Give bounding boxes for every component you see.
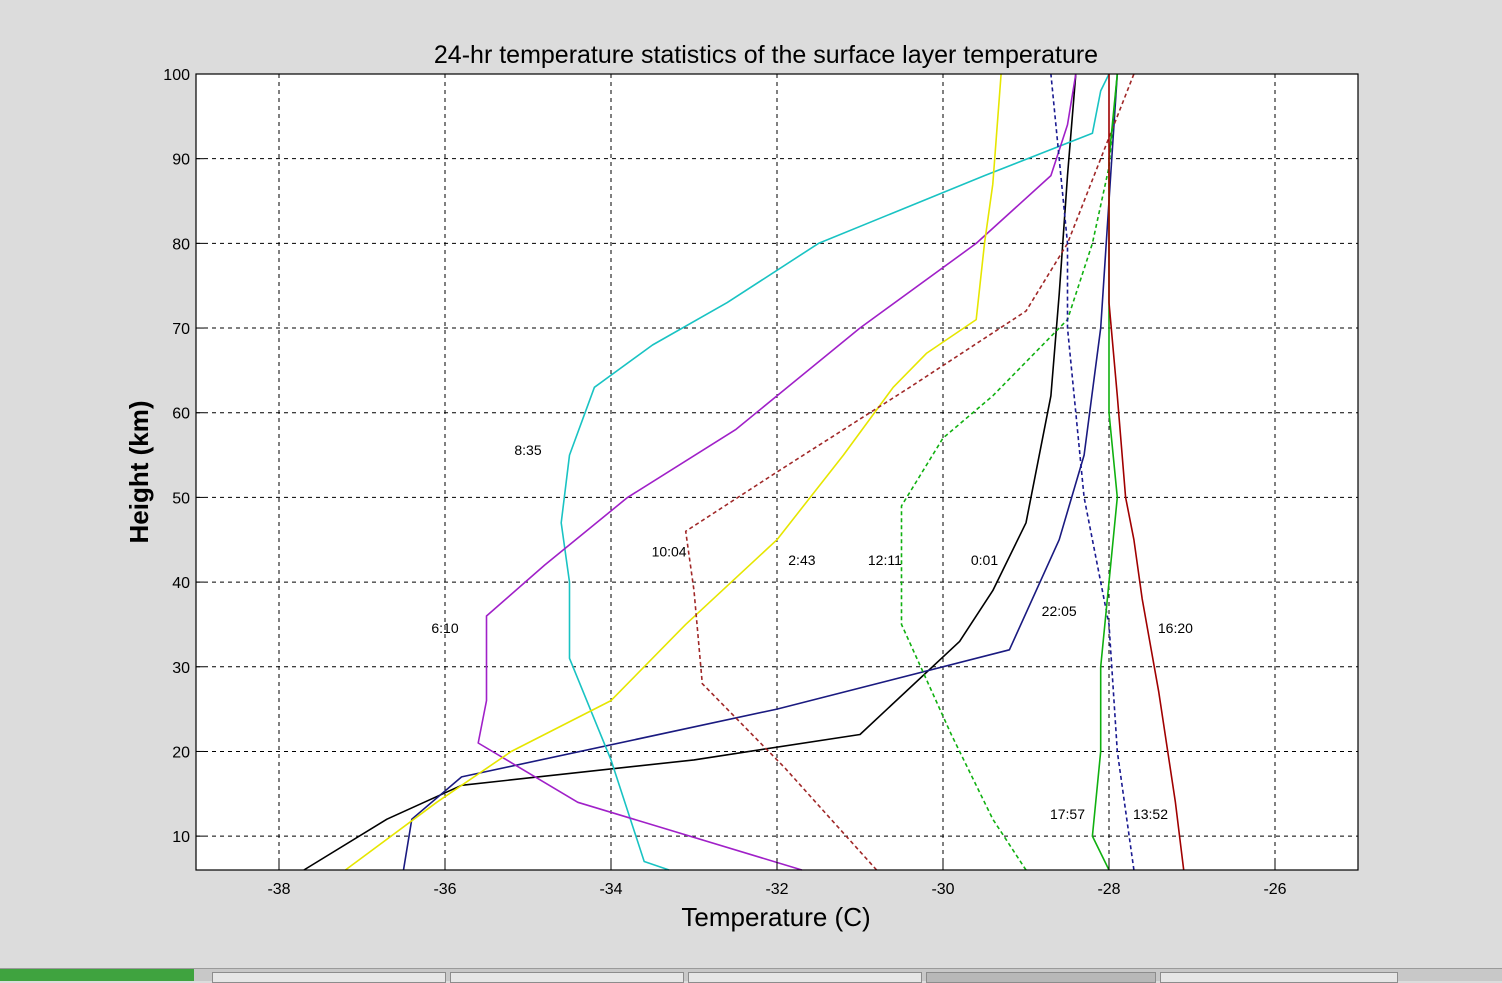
y-tick-label: 70	[172, 321, 190, 338]
y-tick-label: 90	[172, 152, 190, 169]
series-line	[344, 73, 1002, 871]
start-button[interactable]	[0, 969, 194, 981]
plot-area	[196, 74, 1358, 870]
taskbar-button[interactable]	[1160, 972, 1398, 983]
y-tick-label: 50	[172, 490, 190, 507]
y-axis-label: Height (km)	[124, 401, 154, 544]
series-line	[477, 73, 1077, 871]
series-annotation: 10:04	[652, 544, 687, 560]
x-tick-label: -28	[1097, 881, 1120, 898]
y-tick-label: 30	[172, 660, 190, 677]
series-line	[1050, 73, 1135, 871]
series-annotation: 13:52	[1133, 806, 1168, 822]
tick-labels: -38 -36 -34 -32 -30 -28 -26 10 20 30 40 50 60 70 80 90 1…	[163, 67, 1286, 898]
annotations: 8:35 10:04 2:43 12:11 0:01 6:10 22:05 16:20 17:5…	[431, 442, 1193, 822]
series-line	[402, 73, 1119, 871]
series-line	[1108, 74, 1185, 871]
series-annotation: 12:11	[868, 552, 902, 568]
chart-title: 24-hr temperature statistics of the surf…	[434, 41, 1098, 69]
series-annotation: 2:43	[788, 552, 815, 568]
taskbar-button[interactable]	[450, 972, 684, 983]
y-tick-label: 20	[172, 744, 190, 761]
series-annotation: 6:10	[431, 620, 458, 636]
x-tick-label: -30	[931, 881, 954, 898]
series-annotation: 8:35	[514, 442, 541, 458]
series-annotation: 17:57	[1050, 806, 1085, 822]
taskbar	[0, 968, 1502, 983]
series-line	[303, 73, 1077, 871]
taskbar-button[interactable]	[926, 972, 1156, 983]
x-tick-label: -34	[599, 881, 622, 898]
taskbar-button[interactable]	[212, 972, 446, 983]
y-tick-label: 10	[172, 829, 190, 846]
series-annotation: 16:20	[1158, 620, 1193, 636]
y-tick-label: 80	[172, 236, 190, 253]
x-axis-label: Temperature (C)	[681, 902, 870, 932]
series-line	[900, 73, 1119, 871]
x-tick-label: -36	[433, 881, 456, 898]
x-tick-label: -38	[267, 881, 290, 898]
x-tick-label: -32	[765, 881, 788, 898]
y-tick-label: 100	[163, 67, 190, 84]
taskbar-button[interactable]	[688, 972, 922, 983]
series-annotation: 22:05	[1042, 603, 1077, 619]
y-tick-label: 60	[172, 406, 190, 423]
series-group	[303, 73, 1185, 871]
x-tick-label: -26	[1263, 881, 1286, 898]
y-tick-label: 40	[172, 575, 190, 592]
series-line	[560, 73, 1110, 871]
series-annotation: 0:01	[971, 552, 998, 568]
